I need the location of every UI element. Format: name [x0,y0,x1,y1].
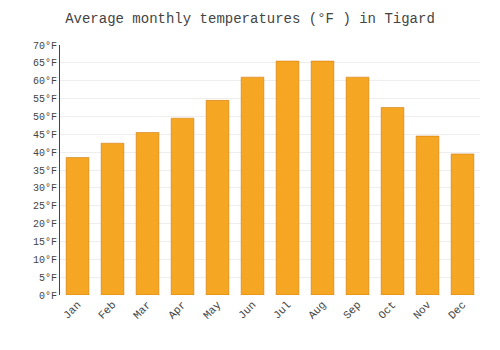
svg-text:50°F: 50°F [33,112,57,123]
svg-text:Jul: Jul [271,299,293,321]
svg-text:Average monthly temperatures (: Average monthly temperatures (°F ) in Ti… [65,11,435,27]
svg-text:Nov: Nov [411,299,434,322]
svg-text:Apr: Apr [166,299,188,321]
svg-text:65°F: 65°F [33,58,57,69]
svg-text:Sep: Sep [341,299,363,321]
svg-text:May: May [201,299,224,322]
svg-text:0°F: 0°F [39,291,57,302]
svg-text:5°F: 5°F [39,273,57,284]
svg-text:Oct: Oct [376,299,398,321]
svg-text:Jun: Jun [236,299,258,321]
svg-text:Dec: Dec [446,299,468,321]
svg-text:Mar: Mar [131,299,153,321]
svg-text:Feb: Feb [96,299,118,321]
svg-text:45°F: 45°F [33,130,57,141]
svg-text:55°F: 55°F [33,94,57,105]
svg-text:20°F: 20°F [33,219,57,230]
svg-text:40°F: 40°F [33,148,57,159]
svg-text:25°F: 25°F [33,201,57,212]
svg-text:30°F: 30°F [33,183,57,194]
svg-text:35°F: 35°F [33,166,57,177]
svg-text:10°F: 10°F [33,255,57,266]
svg-text:70°F: 70°F [33,41,57,52]
svg-text:60°F: 60°F [33,76,57,87]
svg-text:15°F: 15°F [33,237,57,248]
svg-text:Jan: Jan [61,299,83,321]
svg-text:Aug: Aug [306,299,328,321]
